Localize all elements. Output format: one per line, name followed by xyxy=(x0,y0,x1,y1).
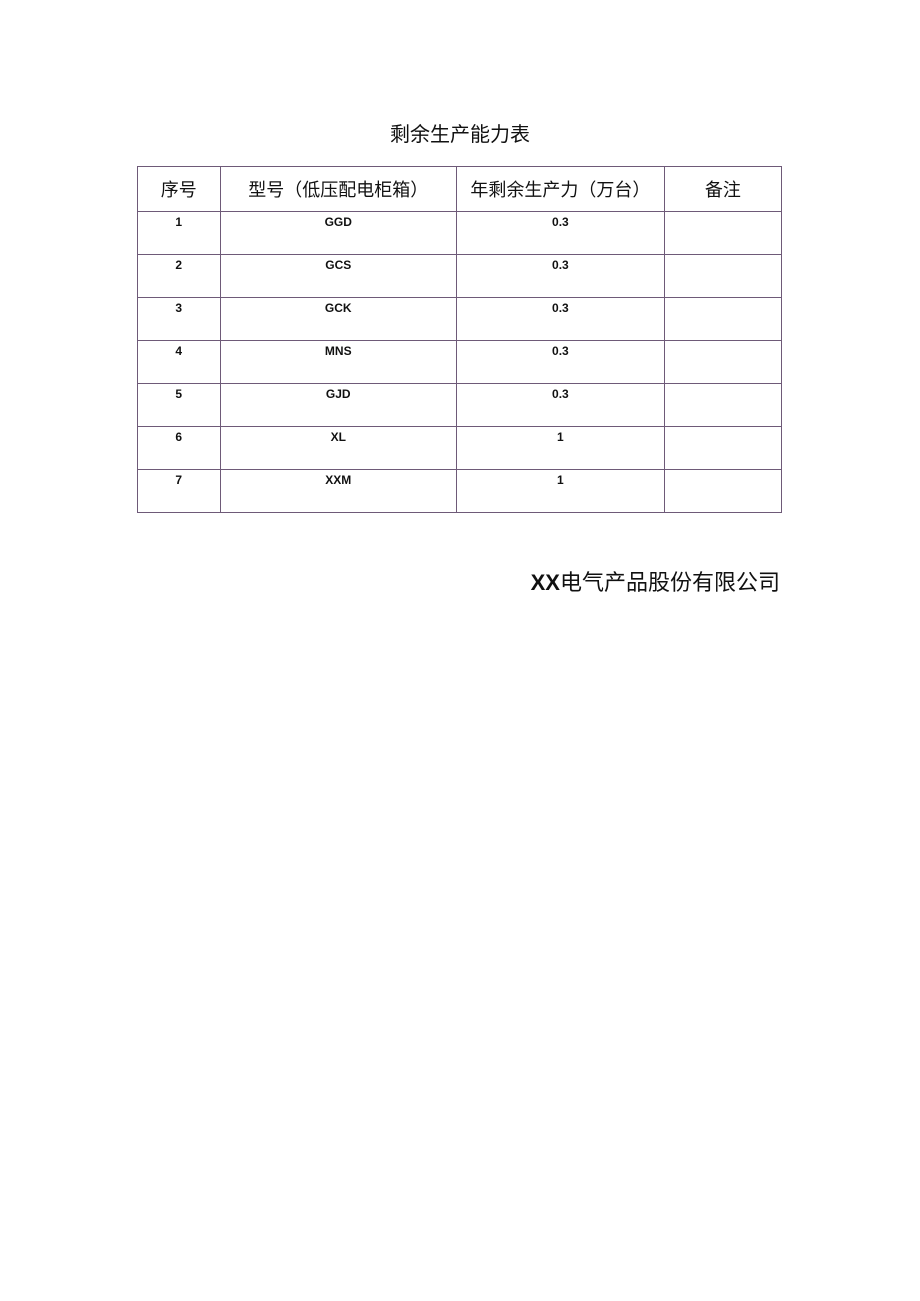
cell-remarks xyxy=(663,211,783,255)
cell-index: 5 xyxy=(137,383,221,427)
cell-capacity: 0.3 xyxy=(456,297,665,341)
cell-index: 4 xyxy=(137,340,221,384)
cell-model: XL xyxy=(219,426,458,470)
cell-index: 2 xyxy=(137,254,221,298)
cell-capacity: 1 xyxy=(456,426,665,470)
cell-index: 3 xyxy=(137,297,221,341)
cell-remarks xyxy=(663,254,783,298)
cell-capacity: 0.3 xyxy=(456,383,665,427)
table-row: 1 GGD 0.3 xyxy=(137,211,783,255)
cell-capacity: 0.3 xyxy=(456,340,665,384)
table-row: 5 GJD 0.3 xyxy=(137,383,783,427)
cell-model: GCS xyxy=(219,254,458,298)
header-index: 序号 xyxy=(137,166,221,212)
cell-model: XXM xyxy=(219,469,458,513)
title-text: 剩余生产能力表 xyxy=(390,122,530,146)
cell-model: GJD xyxy=(219,383,458,427)
company-suffix: 电气产品股份有限公司 xyxy=(559,571,780,596)
page-title: 剩余生产能力表 xyxy=(0,118,920,147)
header-capacity: 年剩余生产力（万台） xyxy=(456,166,665,212)
capacity-table: 序号 型号（低压配电柜箱） 年剩余生产力（万台） 备注 1 GGD 0.3 2 GCS 0… xyxy=(137,166,783,513)
table-row: 4 MNS 0.3 xyxy=(137,340,783,384)
cell-model: GGD xyxy=(219,211,458,255)
cell-remarks xyxy=(663,469,783,513)
cell-index: 7 xyxy=(137,469,221,513)
company-prefix: XX xyxy=(530,570,560,595)
cell-remarks xyxy=(663,426,783,470)
cell-index: 1 xyxy=(137,211,221,255)
cell-remarks xyxy=(663,383,783,427)
cell-index: 6 xyxy=(137,426,221,470)
company-name: XX电气产品股份有限公司 xyxy=(531,565,780,597)
cell-capacity: 0.3 xyxy=(456,254,665,298)
cell-model: MNS xyxy=(219,340,458,384)
cell-model: GCK xyxy=(219,297,458,341)
cell-remarks xyxy=(663,297,783,341)
table-row: 2 GCS 0.3 xyxy=(137,254,783,298)
cell-capacity: 0.3 xyxy=(456,211,665,255)
table-row: 3 GCK 0.3 xyxy=(137,297,783,341)
header-model: 型号（低压配电柜箱） xyxy=(219,166,458,212)
table-row: 7 XXM 1 xyxy=(137,469,783,513)
cell-remarks xyxy=(663,340,783,384)
header-remarks: 备注 xyxy=(663,166,783,212)
table-header-row: 序号 型号（低压配电柜箱） 年剩余生产力（万台） 备注 xyxy=(137,166,783,212)
table-row: 6 XL 1 xyxy=(137,426,783,470)
cell-capacity: 1 xyxy=(456,469,665,513)
